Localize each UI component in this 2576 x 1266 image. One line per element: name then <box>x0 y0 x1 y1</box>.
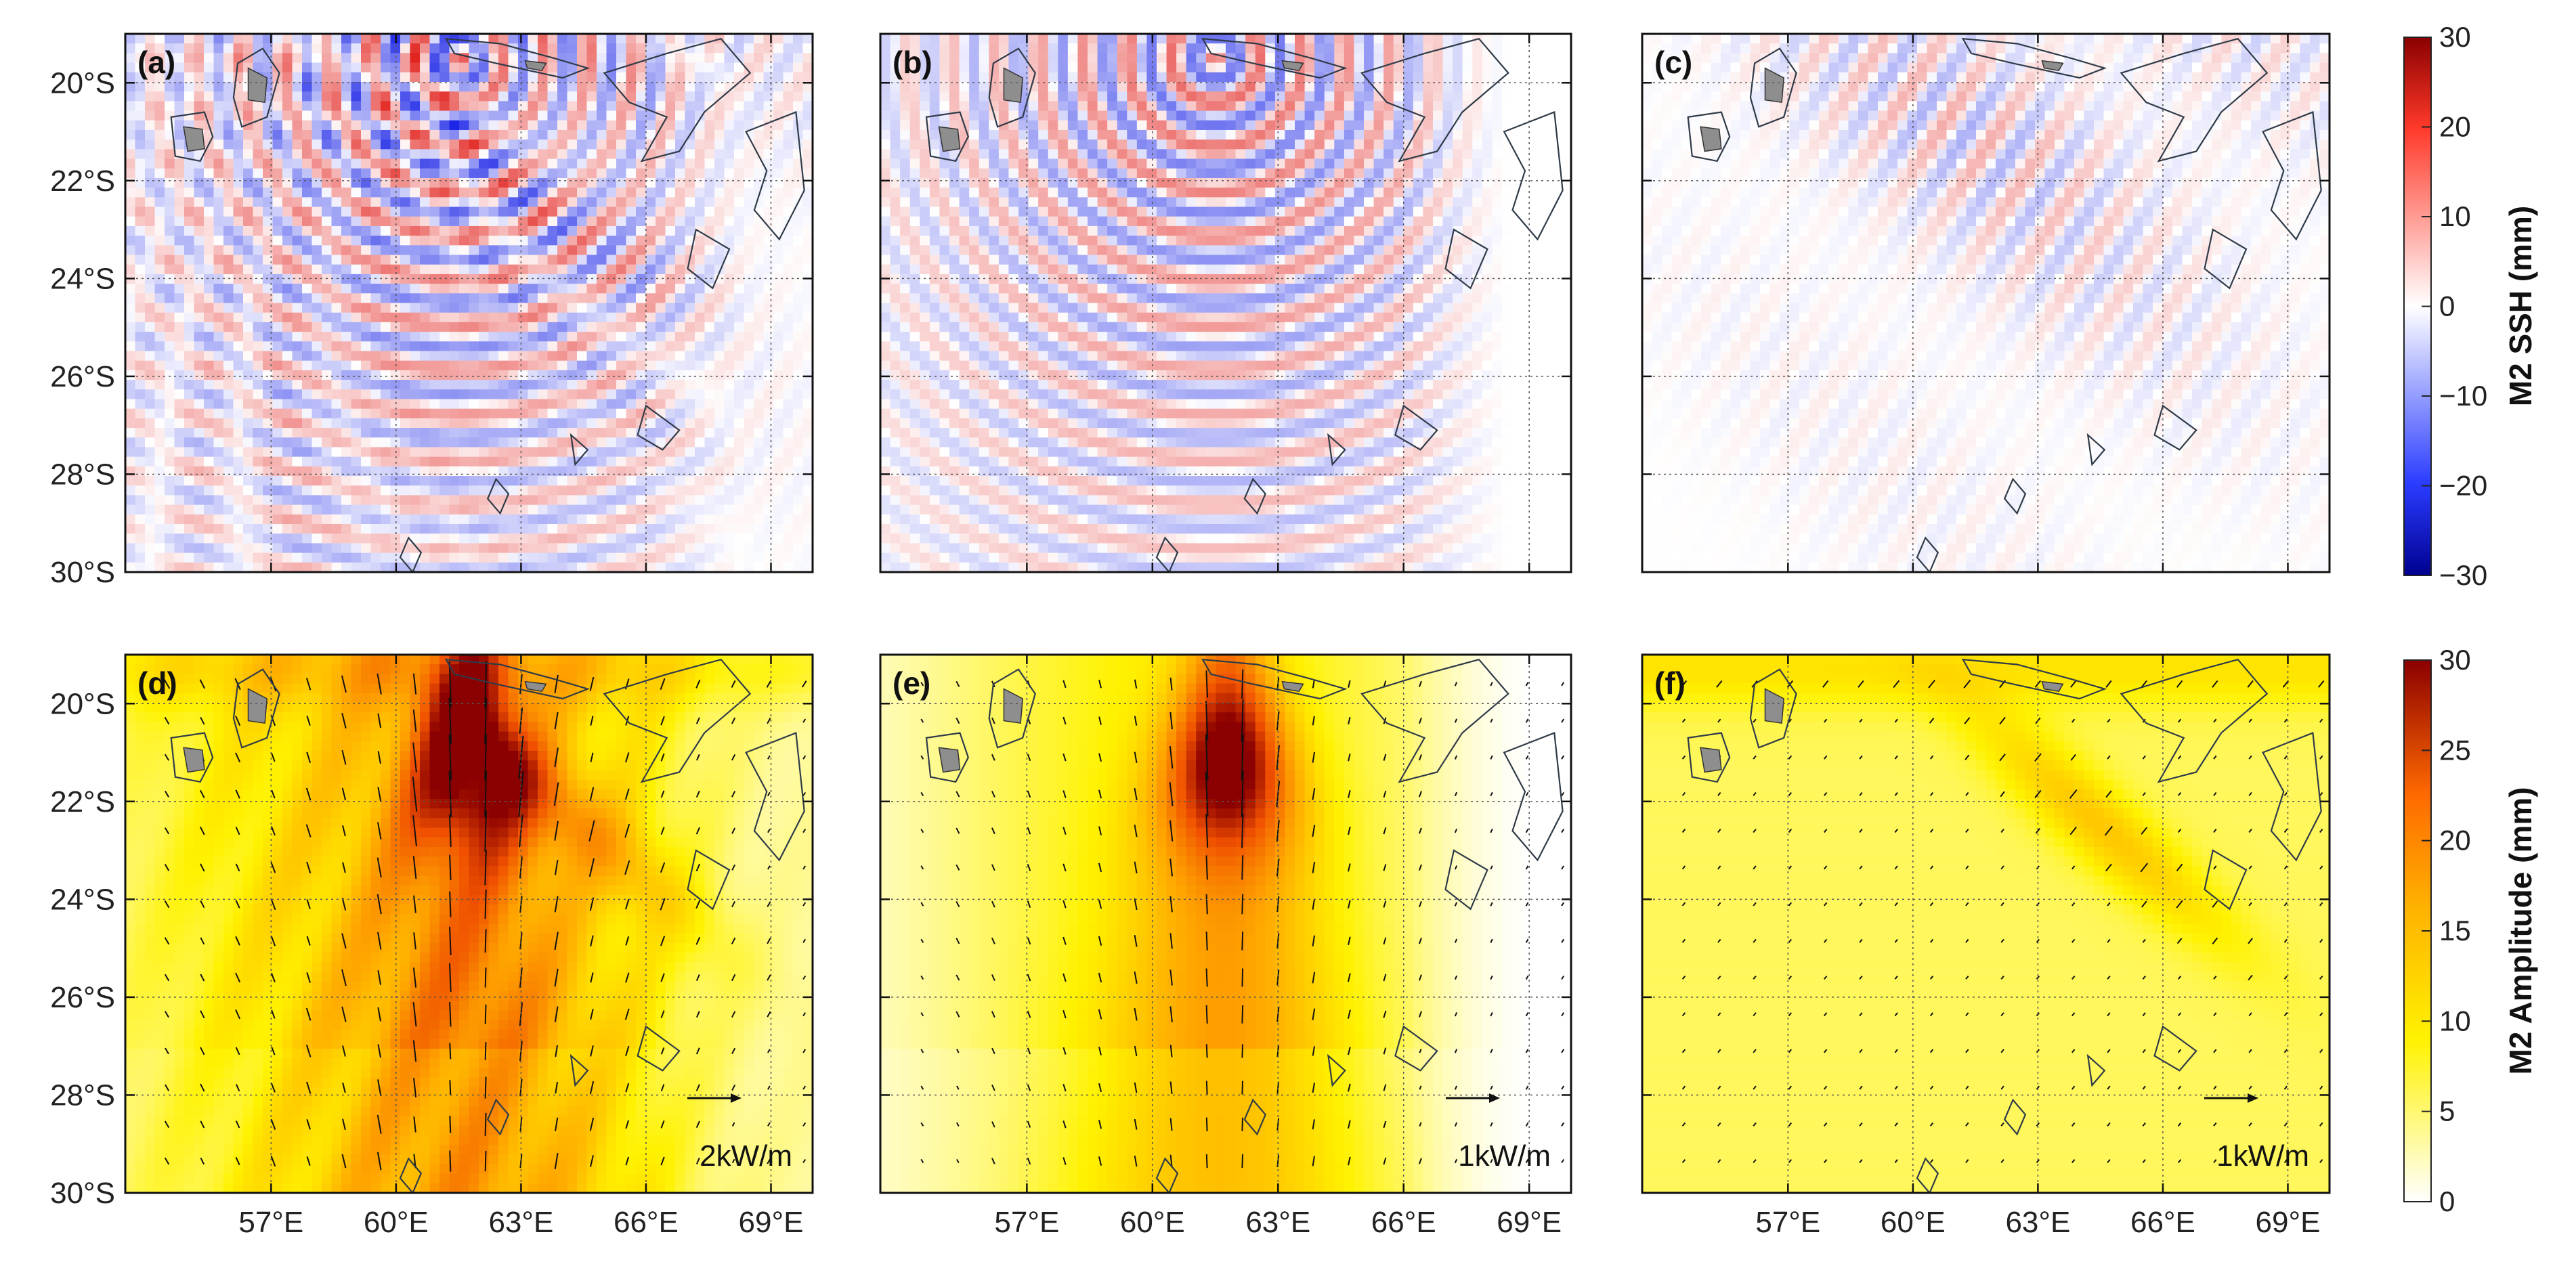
field-f <box>1642 655 2330 1193</box>
panel-b: (b) <box>879 32 1572 573</box>
lat-tick-label: 26°S <box>50 360 115 393</box>
ticks-d: 20°S 22°S 24°S 26°S 28°S 30°S 57°E 60°E 63°E 66°E… <box>50 655 813 1239</box>
panel-e: (e) 1kW/m 57°E 60°E 63°E 66°E 69°E <box>879 653 1572 1239</box>
colorbar-tick-label: −30 <box>2439 559 2487 591</box>
grid-e <box>880 655 1571 1193</box>
reference-arrow-label-e: 1kW/m <box>1458 1139 1551 1173</box>
panel-label-f: (f) <box>1654 665 1686 701</box>
colorbar-tick-label: −20 <box>2439 470 2487 502</box>
lat-tick-label: 22°S <box>50 785 115 818</box>
colorbar-tick-label: −10 <box>2439 380 2487 412</box>
lon-tick-label: 57°E <box>238 1206 303 1239</box>
lon-tick-label: 60°E <box>1120 1206 1185 1239</box>
panel-label-c: (c) <box>1654 45 1692 80</box>
panel-d: (d) 2kW/m 20°S 22°S 24°S 26°S 28°S 30°S 57°E 60°E… <box>50 653 814 1239</box>
ticks-a: 20°S 22°S 24°S 26°S 28°S 30°S <box>50 34 813 589</box>
coast-contours-b <box>925 37 1564 572</box>
colorbar-tick-label: 0 <box>2439 1185 2455 1217</box>
field-e <box>880 655 1571 1193</box>
frame-c <box>1641 32 2331 573</box>
panels-layer: (a) 20°S 22°S 24°S 26°S 28°S 30°S (b) (c) (d) 2kW/… <box>50 32 2331 1239</box>
colorbar-tick-label: 5 <box>2439 1095 2455 1127</box>
lat-tick-label: 20°S <box>50 687 115 720</box>
lon-tick-label: 63°E <box>2005 1206 2070 1239</box>
lat-tick-label: 24°S <box>50 262 115 295</box>
colorbar-tick-label: 10 <box>2439 1005 2471 1036</box>
panel-label-e: (e) <box>893 665 930 701</box>
coast-contours-c <box>1687 37 2322 572</box>
lat-tick-label: 28°S <box>50 458 115 491</box>
panel-label-b: (b) <box>893 45 932 80</box>
lat-tick-label: 26°S <box>50 981 115 1014</box>
grid-d <box>125 655 813 1193</box>
field-c <box>1642 34 2330 572</box>
ticks-e: 57°E 60°E 63°E 66°E 69°E <box>880 655 1571 1239</box>
ssh-colorbar: 30 20 10 0 −10 −20 −30 M2 SSH (mm) <box>2403 21 2538 591</box>
lat-tick-label: 30°S <box>50 556 115 589</box>
amplitude-colorbar-title: M2 Amplitude (mm) <box>2503 787 2538 1074</box>
field-a <box>125 34 813 572</box>
colorbar-tick-label: 30 <box>2439 644 2471 676</box>
lon-tick-label: 57°E <box>994 1206 1059 1239</box>
ticks-c <box>1642 34 2330 573</box>
flux-arrows-d <box>163 661 807 1172</box>
colorbar-tick-label: 20 <box>2439 825 2471 856</box>
ticks-b <box>880 34 1571 573</box>
panel-f: (f) 1kW/m 57°E 60°E 63°E 66°E 69°E <box>1641 653 2331 1239</box>
lon-tick-label: 69°E <box>1497 1206 1562 1239</box>
amplitude-colorbar: 30 25 20 15 10 5 0 M2 Amplitude (mm) <box>2403 644 2538 1217</box>
coast-contours-a <box>170 37 805 572</box>
frame-e <box>879 653 1572 1194</box>
colorbar-tick-label: 10 <box>2439 200 2471 232</box>
colorbar-tick-label: 0 <box>2439 290 2455 322</box>
grid-f <box>1642 655 2330 1193</box>
lat-tick-label: 24°S <box>50 883 115 916</box>
lon-tick-label: 69°E <box>739 1206 804 1239</box>
ssh-colorbar-title: M2 SSH (mm) <box>2503 206 2538 406</box>
lon-tick-label: 57°E <box>1755 1206 1820 1239</box>
colorbar-tick-label: 30 <box>2439 21 2471 53</box>
frame-f <box>1641 653 2331 1194</box>
panel-label-a: (a) <box>137 45 175 80</box>
coast-contours-e <box>925 658 1564 1193</box>
colorbar-tick-label: 20 <box>2439 111 2471 143</box>
lon-tick-label: 69°E <box>2256 1206 2321 1239</box>
panel-c: (c) <box>1641 32 2331 573</box>
reference-arrow-label-f: 1kW/m <box>2216 1139 2309 1173</box>
lon-tick-label: 66°E <box>1371 1206 1436 1239</box>
frame-a <box>124 32 814 573</box>
grid-b <box>880 34 1571 572</box>
coast-contours-d <box>170 658 805 1193</box>
lon-tick-label: 63°E <box>488 1206 553 1239</box>
lon-tick-label: 60°E <box>364 1206 429 1239</box>
lat-tick-label: 22°S <box>50 165 115 198</box>
lon-tick-label: 66°E <box>614 1206 679 1239</box>
flux-arrows-f <box>1680 679 2325 1164</box>
grid-c <box>1642 34 2330 572</box>
panel-a: (a) 20°S 22°S 24°S 26°S 28°S 30°S <box>50 32 814 589</box>
lon-tick-label: 63°E <box>1245 1206 1310 1239</box>
lat-tick-label: 30°S <box>50 1177 115 1210</box>
frame-b <box>879 32 1572 573</box>
colorbar-tick-label: 15 <box>2439 915 2471 946</box>
field-b <box>880 34 1571 572</box>
reference-arrow-label-d: 2kW/m <box>700 1139 792 1173</box>
ticks-f: 57°E 60°E 63°E 66°E 69°E <box>1642 655 2330 1239</box>
lon-tick-label: 60°E <box>1881 1206 1946 1239</box>
lon-tick-label: 66°E <box>2130 1206 2195 1239</box>
lat-tick-label: 20°S <box>50 66 115 100</box>
frame-d <box>124 653 814 1194</box>
coast-contours-f <box>1687 658 2322 1193</box>
field-d <box>125 655 813 1193</box>
lat-tick-label: 28°S <box>50 1078 115 1112</box>
colorbar-tick-label: 25 <box>2439 734 2471 766</box>
grid-a <box>125 34 813 572</box>
flux-arrows-e <box>920 669 1565 1169</box>
panel-label-d: (d) <box>137 665 177 701</box>
